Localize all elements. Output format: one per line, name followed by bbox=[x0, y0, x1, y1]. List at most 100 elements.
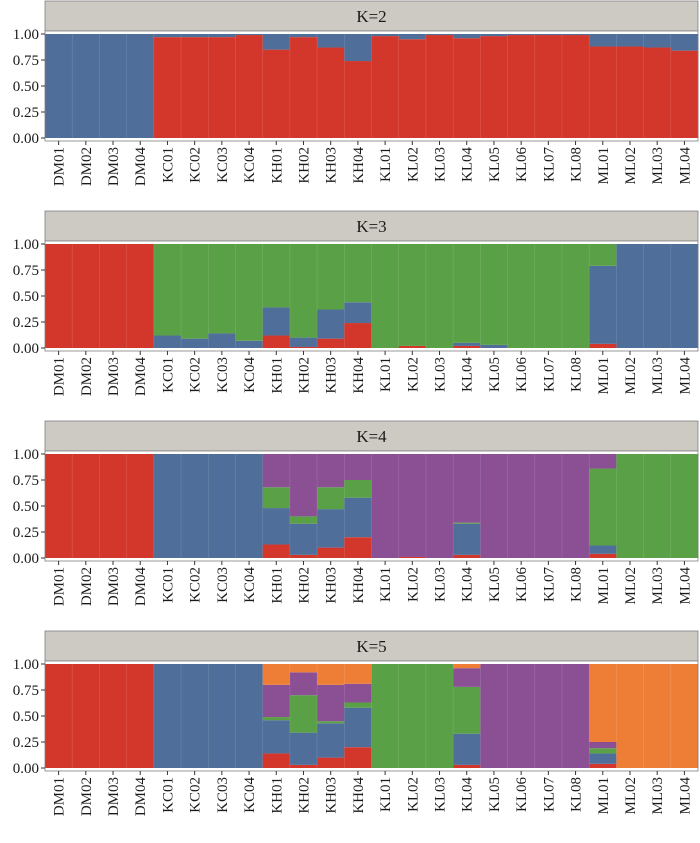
bar-segment-green-kh03 bbox=[317, 244, 345, 310]
bar-segment-blue-kh02 bbox=[289, 337, 318, 347]
y-tick-label: 0.75 bbox=[13, 263, 39, 279]
bar-segment-green-kl06 bbox=[507, 244, 536, 348]
bar-segment-red-ml02 bbox=[616, 46, 644, 139]
x-tick-label: ML03 bbox=[650, 567, 666, 605]
bar-segment-red-kh02 bbox=[289, 554, 318, 558]
x-tick-label: KC04 bbox=[242, 777, 258, 813]
x-tick-label: KC03 bbox=[215, 777, 231, 813]
bar-segment-blue-kh01 bbox=[262, 508, 291, 545]
x-tick-label: KC02 bbox=[188, 147, 204, 183]
bar-segment-orange-kh02 bbox=[289, 664, 318, 673]
bar-segment-red-kh01 bbox=[262, 335, 291, 348]
bar-segment-red-kl06 bbox=[507, 35, 536, 138]
bar-segment-blue-kh04 bbox=[344, 34, 372, 62]
bar-segment-red-dm04 bbox=[126, 664, 155, 768]
panel-strip bbox=[44, 630, 699, 662]
bar-segment-orange-kh01 bbox=[262, 664, 291, 685]
bar-segment-blue-kc04 bbox=[235, 34, 264, 36]
bar-segment-red-kh04 bbox=[344, 747, 372, 768]
bar-segment-purple-kh01 bbox=[262, 684, 291, 718]
x-tick-label: KL03 bbox=[433, 357, 449, 392]
bar-segment-red-kc04 bbox=[235, 35, 264, 138]
bar-segment-orange-ml04 bbox=[670, 664, 699, 768]
bar-segment-red-kh02 bbox=[289, 764, 318, 768]
x-tick-label: KC01 bbox=[160, 777, 176, 813]
bar-segment-blue-ml01 bbox=[589, 545, 617, 554]
bar-segment-green-ml01 bbox=[589, 748, 617, 754]
x-tick-label: ML03 bbox=[650, 147, 666, 185]
bar-segment-green-ml01 bbox=[589, 244, 617, 266]
x-tick-label: DM01 bbox=[52, 777, 68, 816]
x-tick-label: KC03 bbox=[215, 567, 231, 603]
bar-segment-blue-ml03 bbox=[643, 34, 672, 48]
bar-segment-green-ml03 bbox=[643, 454, 672, 558]
x-tick-label: KL08 bbox=[569, 777, 585, 812]
bar-segment-purple-kl01 bbox=[371, 454, 400, 558]
bar-segment-blue-kc01 bbox=[153, 335, 182, 348]
bar-segment-purple-kh02 bbox=[289, 672, 318, 696]
bar-segment-red-dm02 bbox=[72, 664, 100, 768]
bar-segment-blue-kl05 bbox=[480, 34, 508, 37]
bar-segment-blue-kc03 bbox=[208, 34, 236, 38]
x-tick-label: KH01 bbox=[269, 357, 285, 394]
bar-segment-red-kl07 bbox=[534, 35, 563, 138]
bar-segment-blue-ml03 bbox=[643, 244, 672, 348]
y-tick-label: 0.00 bbox=[13, 341, 39, 357]
bar-segment-red-kh01 bbox=[262, 49, 291, 138]
bar-segment-blue-kh04 bbox=[344, 707, 372, 748]
bar-segment-red-kh02 bbox=[289, 37, 318, 139]
bar-segment-green-ml02 bbox=[616, 454, 644, 558]
bar-segment-purple-kh01 bbox=[262, 454, 291, 488]
x-tick-label: ML02 bbox=[623, 357, 639, 395]
bar-segment-purple-ml01 bbox=[589, 742, 617, 749]
bar-segment-blue-kh01 bbox=[262, 720, 291, 754]
bar-segment-green-ml04 bbox=[670, 454, 699, 558]
bar-segment-blue-kc02 bbox=[181, 454, 209, 558]
x-tick-label: KH02 bbox=[296, 147, 312, 184]
bar-segment-red-ml01 bbox=[589, 343, 617, 348]
y-tick-label: 0.25 bbox=[13, 735, 39, 751]
bar-segment-blue-ml01 bbox=[589, 34, 617, 47]
bar-segment-red-ml03 bbox=[643, 47, 672, 138]
bar-segment-green-kl04 bbox=[453, 686, 481, 734]
bar-segment-red-kl04 bbox=[453, 764, 481, 768]
x-tick-label: KH04 bbox=[351, 567, 367, 604]
x-tick-label: KL03 bbox=[433, 147, 449, 182]
bar-segment-red-kh04 bbox=[344, 537, 372, 558]
bar-segment-blue-kh03 bbox=[317, 509, 345, 548]
y-tick-label: 1.00 bbox=[13, 27, 39, 43]
y-tick-label: 0.25 bbox=[13, 525, 39, 541]
x-tick-label: DM02 bbox=[79, 357, 95, 396]
x-tick-label: KC01 bbox=[160, 567, 176, 603]
x-tick-label: KC01 bbox=[160, 147, 176, 183]
x-tick-label: KL03 bbox=[433, 777, 449, 812]
x-tick-label: KH04 bbox=[351, 777, 367, 814]
bar-segment-red-dm03 bbox=[99, 664, 128, 768]
y-tick-label: 1.00 bbox=[13, 237, 39, 253]
bar-segment-blue-kc01 bbox=[153, 454, 182, 558]
bar-segment-orange-kl04 bbox=[453, 664, 481, 669]
y-tick-label: 0.25 bbox=[13, 105, 39, 121]
x-tick-label: KL02 bbox=[405, 567, 421, 602]
y-tick-label: 0.00 bbox=[13, 551, 39, 567]
bar-segment-red-kl03 bbox=[425, 35, 454, 138]
x-tick-label: KL02 bbox=[405, 357, 421, 392]
bar-segment-green-kl04 bbox=[453, 522, 481, 524]
bar-segment-blue-kc03 bbox=[208, 333, 236, 348]
x-tick-label: KC02 bbox=[188, 357, 204, 393]
bar-segment-green-kh04 bbox=[344, 702, 372, 708]
bar-segment-red-ml01 bbox=[589, 553, 617, 558]
x-tick-label: ML04 bbox=[677, 567, 693, 605]
bar-segment-blue-kc04 bbox=[235, 664, 264, 768]
x-tick-label: KL03 bbox=[433, 567, 449, 602]
bar-segment-purple-kl07 bbox=[534, 454, 563, 558]
bar-segment-blue-kc03 bbox=[208, 454, 236, 558]
bar-segment-blue-dm04 bbox=[126, 34, 155, 138]
panel-title: K=5 bbox=[356, 637, 386, 656]
x-tick-label: ML01 bbox=[596, 567, 612, 605]
bar-segment-blue-ml02 bbox=[616, 244, 644, 348]
bar-segment-red-kh02 bbox=[289, 346, 318, 348]
bar-segment-blue-dm03 bbox=[99, 34, 128, 138]
bar-segment-green-kc04 bbox=[235, 244, 264, 341]
